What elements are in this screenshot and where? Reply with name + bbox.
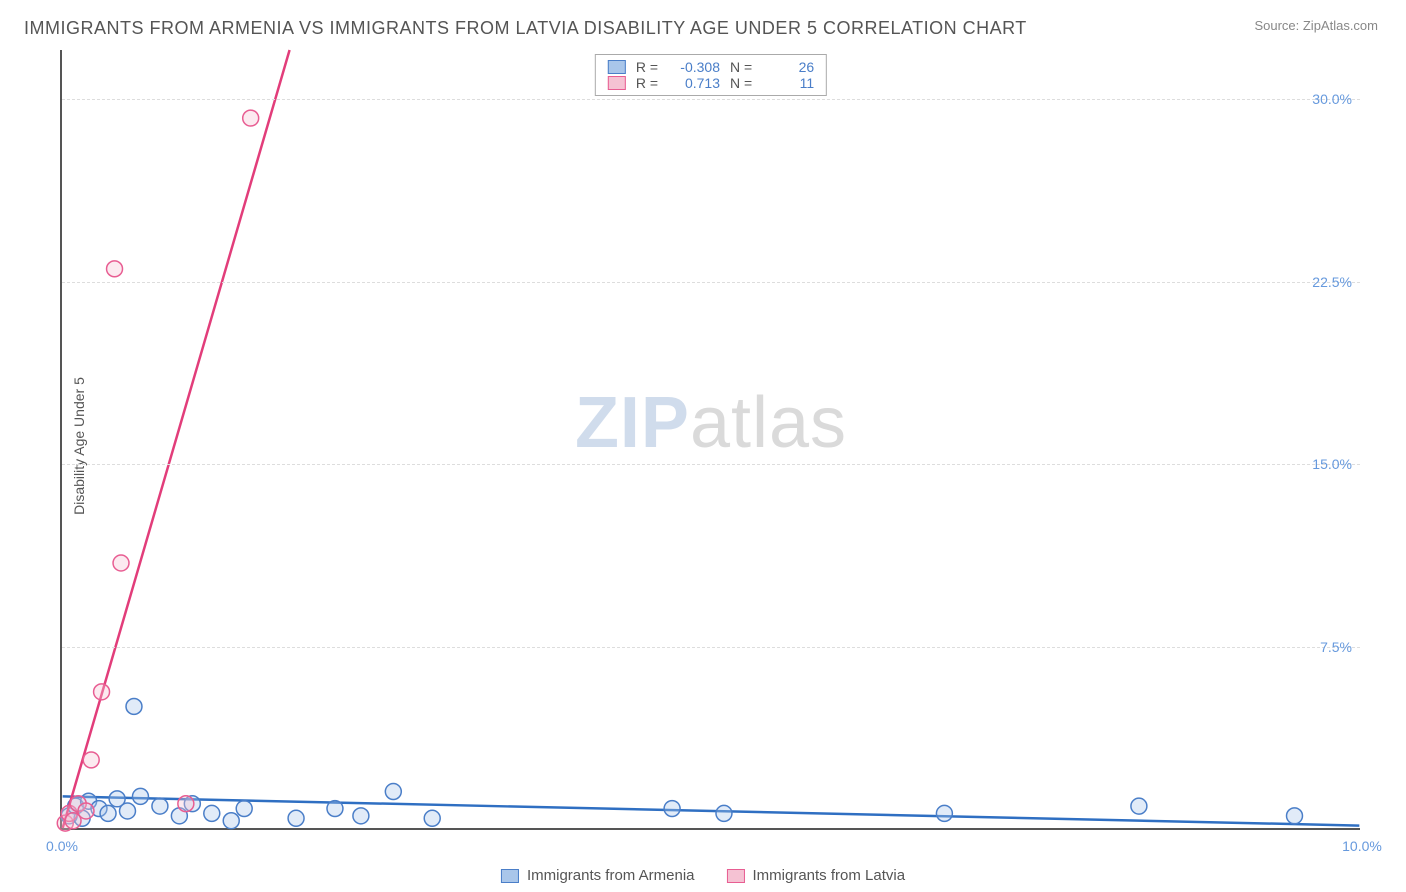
data-point	[126, 698, 142, 714]
gridline	[62, 647, 1360, 648]
legend-row: R = 0.713 N = 11	[608, 75, 814, 91]
data-point	[223, 813, 239, 829]
legend-swatch	[608, 76, 626, 90]
trend-line	[63, 50, 290, 828]
data-point	[83, 752, 99, 768]
legend-item: Immigrants from Latvia	[727, 867, 906, 884]
chart-svg	[62, 50, 1360, 828]
data-point	[100, 805, 116, 821]
legend-r-label: R =	[636, 59, 658, 75]
data-point	[716, 805, 732, 821]
data-point	[204, 805, 220, 821]
legend-swatch	[501, 869, 519, 883]
source-label: Source:	[1254, 18, 1302, 33]
legend-n-label: N =	[730, 75, 752, 91]
legend-label: Immigrants from Latvia	[753, 867, 906, 884]
data-point	[178, 796, 194, 812]
gridline	[62, 99, 1360, 100]
data-point	[107, 261, 123, 277]
data-point	[936, 805, 952, 821]
data-point	[236, 801, 252, 817]
data-point	[113, 555, 129, 571]
legend-label: Immigrants from Armenia	[527, 867, 695, 884]
data-point	[132, 788, 148, 804]
data-point	[78, 803, 94, 819]
data-point	[1131, 798, 1147, 814]
data-point	[1287, 808, 1303, 824]
data-point	[664, 801, 680, 817]
legend-n-label: N =	[730, 59, 752, 75]
data-point	[424, 810, 440, 826]
x-tick-label: 0.0%	[46, 838, 78, 854]
y-tick-label: 7.5%	[1320, 639, 1352, 655]
series-legend: Immigrants from Armenia Immigrants from L…	[501, 867, 905, 884]
data-point	[94, 684, 110, 700]
x-tick-label: 10.0%	[1342, 838, 1382, 854]
legend-r-value: -0.308	[668, 59, 720, 75]
legend-r-value: 0.713	[668, 75, 720, 91]
trend-line	[63, 796, 1360, 825]
legend-n-value: 26	[762, 59, 814, 75]
y-tick-label: 30.0%	[1312, 91, 1352, 107]
chart-title: IMMIGRANTS FROM ARMENIA VS IMMIGRANTS FR…	[24, 18, 1027, 39]
gridline	[62, 282, 1360, 283]
legend-swatch	[727, 869, 745, 883]
legend-n-value: 11	[762, 75, 814, 91]
correlation-legend: R = -0.308 N = 26 R = 0.713 N = 11	[595, 54, 827, 96]
data-point	[152, 798, 168, 814]
gridline	[62, 464, 1360, 465]
source-attribution: Source: ZipAtlas.com	[1254, 18, 1378, 33]
legend-row: R = -0.308 N = 26	[608, 59, 814, 75]
data-point	[288, 810, 304, 826]
data-point	[243, 110, 259, 126]
data-point	[353, 808, 369, 824]
y-tick-label: 22.5%	[1312, 274, 1352, 290]
legend-swatch	[608, 60, 626, 74]
y-tick-label: 15.0%	[1312, 456, 1352, 472]
plot-area: ZIPatlas R =-0.308N =26R =0.713N =11 7.5…	[60, 50, 1360, 830]
data-point	[327, 801, 343, 817]
legend-item: Immigrants from Armenia	[501, 867, 695, 884]
data-point	[385, 784, 401, 800]
source-name: ZipAtlas.com	[1303, 18, 1378, 33]
data-point	[120, 803, 136, 819]
legend-r-label: R =	[636, 75, 658, 91]
